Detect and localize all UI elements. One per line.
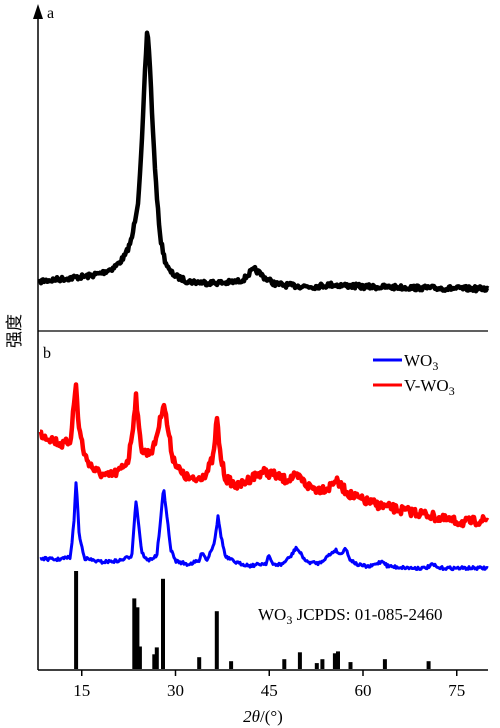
panel-a-label: a [47,5,54,22]
reference-bar [348,662,353,669]
reference-bar [382,659,387,669]
x-tick-label: 60 [355,681,372,700]
reference-bar [161,578,165,669]
reference-bar [332,653,337,669]
reference-bar [74,571,79,669]
legend-label-v-wo3: V-WO3 [404,376,455,398]
reference-bar [282,659,287,669]
reference-bar [320,659,325,669]
reference-bar [426,661,431,669]
y-axis-arrow [33,4,43,19]
reference-bar [336,651,340,669]
reference-bar [132,598,137,669]
reference-bar [297,652,302,669]
x-tick-label: 15 [73,681,90,700]
reference-bar [154,647,159,669]
y-axis-label: 强度 [5,314,24,348]
panel-b: b WO3 V-WO3 WO3 JCPDS: 01-085-2460 [38,345,490,669]
x-tick-label: 75 [448,681,465,700]
reference-bar [152,654,157,669]
v-wo3-series-line [38,382,490,529]
reference-bar [197,657,202,669]
panel-a-series-line [37,30,490,294]
panel-b-label: b [43,345,51,362]
axes: 15 30 45 60 75 2θ/(°) 强度 [5,4,488,726]
panel-a: a [37,5,490,294]
x-tick-label: 45 [261,681,278,700]
legend-label-wo3: WO3 [404,351,438,373]
reference-bars [74,571,431,669]
x-axis-label: 2θ/(°) [243,707,283,726]
reference-bar [214,611,219,669]
reference-label: WO3 JCPDS: 01-085-2460 [258,605,443,627]
reference-bar [135,607,140,669]
reference-bar [137,646,142,669]
reference-bar [229,661,234,669]
wo3-series-line [39,481,489,572]
x-ticks: 15 30 45 60 75 [73,670,465,700]
reference-bar [314,663,319,669]
x-tick-label: 30 [167,681,184,700]
legend: WO3 V-WO3 [373,351,455,398]
